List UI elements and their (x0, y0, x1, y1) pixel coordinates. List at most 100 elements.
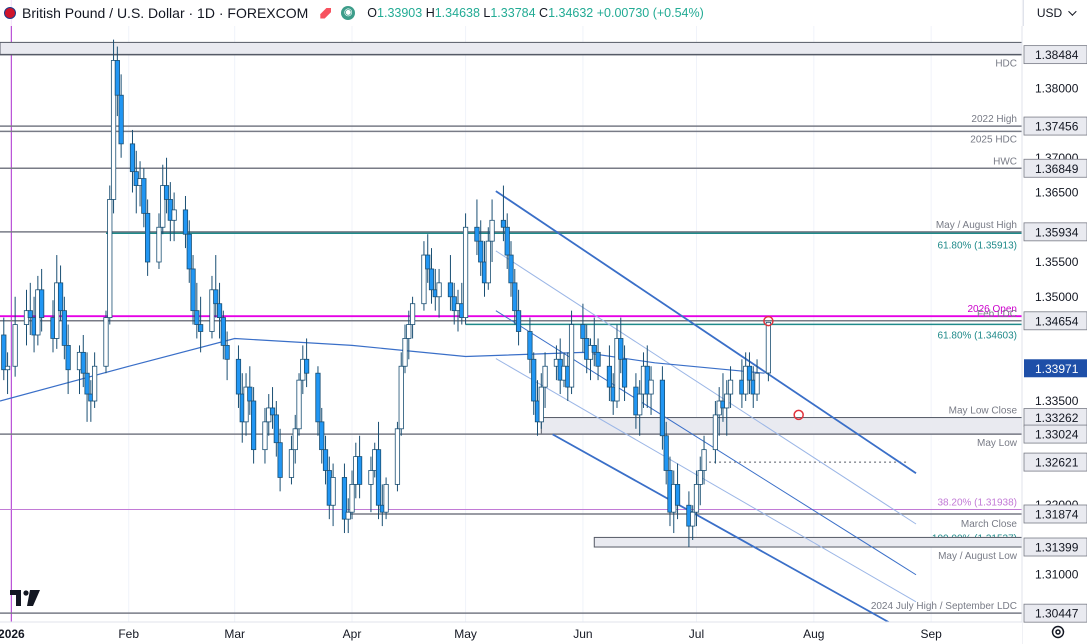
candle[interactable] (383, 477, 389, 520)
candle[interactable] (447, 255, 454, 311)
candle[interactable] (663, 421, 669, 485)
channel-lower[interactable] (552, 433, 902, 630)
channel-quarter-upper[interactable] (495, 250, 917, 525)
candle[interactable] (61, 296, 67, 360)
candle[interactable] (269, 387, 276, 429)
candle[interactable] (406, 310, 412, 360)
candle[interactable] (421, 241, 427, 311)
candle[interactable] (273, 400, 279, 457)
candle[interactable] (315, 366, 321, 436)
candle[interactable] (614, 324, 620, 408)
candle[interactable] (80, 334, 86, 388)
candle[interactable] (727, 366, 734, 408)
candle[interactable] (580, 303, 586, 353)
candle[interactable] (247, 366, 253, 415)
candle[interactable] (485, 227, 491, 290)
candle[interactable] (145, 199, 151, 276)
channel-quarter-lower[interactable] (495, 358, 917, 603)
candle[interactable] (235, 345, 242, 408)
candle[interactable] (288, 435, 295, 485)
candle[interactable] (428, 248, 435, 304)
channel-median[interactable] (495, 310, 917, 576)
candle[interactable] (27, 282, 33, 335)
time-axis[interactable]: 2026 Feb Mar Apr May Jun Jul Aug Sep (0, 621, 1022, 644)
candle[interactable] (213, 255, 219, 318)
candle[interactable] (65, 324, 71, 395)
candle[interactable] (402, 324, 408, 374)
gear-icon[interactable] (1050, 624, 1066, 640)
candle[interactable] (129, 129, 136, 193)
candle[interactable] (251, 387, 257, 464)
candle[interactable] (220, 310, 226, 360)
candle[interactable] (489, 199, 495, 263)
price-axis[interactable]: 1.380001.370001.365001.355001.350001.335… (1021, 0, 1087, 644)
currency-selector[interactable]: USD (1023, 0, 1087, 26)
candle[interactable] (701, 435, 707, 485)
candle[interactable] (504, 213, 510, 269)
candle[interactable] (107, 185, 113, 325)
candle[interactable] (292, 414, 298, 464)
candle[interactable] (500, 185, 507, 242)
candle[interactable] (216, 282, 223, 339)
candle[interactable] (186, 220, 192, 283)
candle[interactable] (436, 268, 442, 318)
candle[interactable] (322, 435, 329, 485)
candle[interactable] (398, 352, 404, 436)
candle[interactable] (690, 505, 696, 540)
candle[interactable] (618, 317, 624, 374)
candle[interactable] (92, 352, 98, 408)
candle[interactable] (1, 317, 7, 381)
candle[interactable] (512, 268, 518, 325)
candle[interactable] (303, 338, 310, 388)
candle[interactable] (425, 234, 431, 283)
candle[interactable] (356, 435, 363, 499)
candle[interactable] (409, 296, 416, 339)
candle[interactable] (319, 407, 325, 464)
candle[interactable] (262, 407, 268, 464)
candle[interactable] (746, 352, 753, 395)
candle[interactable] (648, 366, 654, 415)
candle[interactable] (693, 470, 700, 527)
candle[interactable] (57, 265, 64, 322)
candle[interactable] (531, 352, 537, 415)
candle[interactable] (171, 192, 177, 242)
candle[interactable] (368, 456, 374, 513)
candle[interactable] (712, 400, 719, 464)
candle[interactable] (527, 317, 533, 374)
candle[interactable] (160, 164, 166, 235)
candle[interactable] (595, 338, 601, 381)
symbol-title[interactable]: British Pound / U.S. Dollar · 1D · FOREX… (22, 5, 309, 21)
candle[interactable] (724, 380, 730, 436)
eye-icon[interactable]: ◉ (341, 6, 356, 20)
candle[interactable] (198, 296, 204, 353)
candle[interactable] (659, 366, 666, 450)
candle[interactable] (277, 428, 283, 492)
candle[interactable] (474, 199, 480, 256)
candle[interactable] (114, 46, 120, 117)
candle[interactable] (209, 275, 215, 339)
candle[interactable] (765, 321, 771, 382)
candle[interactable] (478, 220, 484, 276)
candle[interactable] (110, 39, 117, 214)
candle[interactable] (141, 168, 147, 228)
candle[interactable] (243, 373, 249, 436)
candle[interactable] (39, 268, 45, 332)
candle[interactable] (538, 373, 544, 429)
candle[interactable] (568, 310, 575, 395)
candle[interactable] (84, 352, 90, 422)
candle[interactable] (375, 421, 382, 520)
candle[interactable] (637, 380, 643, 436)
candle[interactable] (103, 310, 109, 374)
candle[interactable] (341, 463, 348, 534)
candle[interactable] (345, 498, 351, 534)
candle[interactable] (156, 213, 162, 269)
candle[interactable] (394, 421, 401, 492)
candle[interactable] (224, 331, 230, 381)
candle[interactable] (182, 195, 189, 249)
candle[interactable] (190, 255, 196, 325)
candle[interactable] (515, 289, 522, 346)
candle[interactable] (508, 241, 514, 297)
candle[interactable] (621, 345, 628, 401)
channel-upper[interactable] (495, 190, 917, 475)
